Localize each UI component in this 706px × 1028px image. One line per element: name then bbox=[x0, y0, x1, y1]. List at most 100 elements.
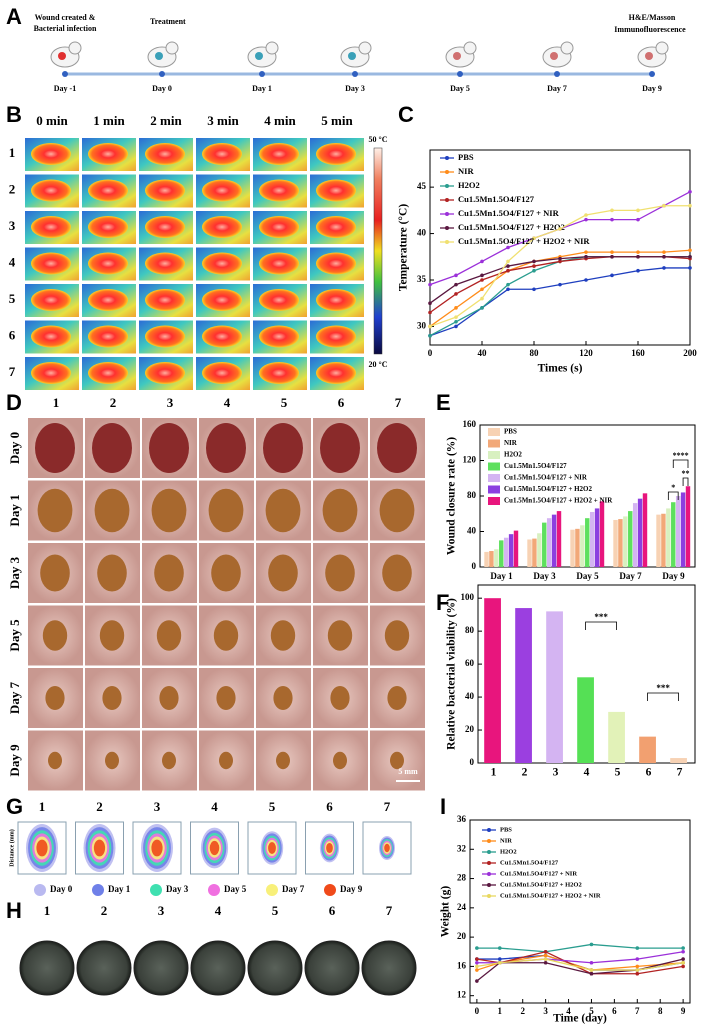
bar bbox=[508, 534, 514, 567]
x-axis-label: Times (s) bbox=[538, 363, 583, 375]
column-header: 7 bbox=[386, 903, 393, 918]
x-tick-label: 1 bbox=[498, 1006, 503, 1016]
y-tick-label: 40 bbox=[467, 526, 477, 536]
annotation: **** bbox=[673, 451, 689, 460]
data-point bbox=[688, 203, 692, 208]
plot-frame bbox=[469, 819, 691, 1004]
bar bbox=[484, 551, 489, 567]
legend-marker bbox=[445, 184, 449, 188]
thermal-hotspot bbox=[88, 179, 128, 202]
x-tick-label: 6 bbox=[646, 767, 652, 779]
data-point bbox=[532, 236, 536, 241]
significance-bracket bbox=[667, 491, 679, 500]
timeline-dot bbox=[554, 71, 560, 77]
y-tick-label: 160 bbox=[463, 419, 477, 429]
significance-bracket bbox=[585, 621, 617, 630]
data-point bbox=[610, 254, 614, 259]
timeline-dot bbox=[62, 71, 68, 77]
legend-label: NIR bbox=[458, 166, 474, 176]
data-point bbox=[610, 217, 614, 222]
legend-marker bbox=[487, 894, 491, 898]
column-header: 3 bbox=[154, 799, 161, 814]
thermal-hotspot bbox=[259, 179, 299, 202]
legend-label: Cu1.5Mn1.5O4/F127 + H2O2 bbox=[458, 222, 565, 232]
data-point bbox=[506, 282, 510, 287]
thermal-hotspot bbox=[259, 143, 299, 165]
legend-label: Cu1.5Mn1.5O4/F127 + H2O2 + NIR bbox=[504, 497, 613, 505]
thermal-hotspot bbox=[88, 252, 128, 275]
data-point bbox=[681, 949, 685, 954]
y-tick-label: 45 bbox=[417, 181, 427, 191]
y-tick-label: 35 bbox=[417, 274, 427, 284]
bar bbox=[489, 551, 494, 567]
data-point bbox=[584, 217, 588, 222]
data-point bbox=[681, 957, 685, 961]
wound bbox=[48, 751, 62, 770]
legend-swatch bbox=[208, 884, 220, 896]
data-point bbox=[532, 287, 536, 292]
data-point bbox=[454, 324, 458, 329]
data-point bbox=[635, 971, 640, 976]
row-label: Day 9 bbox=[7, 744, 22, 777]
x-tick-label: 40 bbox=[478, 348, 488, 358]
x-tick-label: 1 bbox=[491, 767, 497, 779]
row-label: 6 bbox=[9, 327, 16, 342]
wound-trace bbox=[326, 842, 333, 854]
wound bbox=[206, 423, 246, 473]
wound bbox=[219, 751, 233, 770]
data-point bbox=[610, 208, 614, 213]
wound-spot bbox=[348, 52, 356, 60]
thermal-hotspot bbox=[259, 252, 299, 275]
legend-swatch bbox=[488, 428, 500, 436]
day-label: Day 5 bbox=[450, 84, 470, 93]
bar bbox=[599, 501, 605, 567]
thermal-hotspot bbox=[316, 289, 356, 311]
data-point bbox=[543, 953, 548, 958]
row-label: 2 bbox=[9, 181, 16, 196]
y-tick-label: 0 bbox=[470, 757, 475, 767]
panel-label: I bbox=[440, 794, 446, 819]
wound bbox=[99, 620, 125, 651]
plot-frame bbox=[429, 149, 691, 346]
legend-label: H2O2 bbox=[504, 451, 522, 459]
legend-label: H2O2 bbox=[500, 848, 517, 855]
bar bbox=[671, 502, 676, 567]
x-tick-label: 160 bbox=[631, 348, 645, 358]
legend-marker bbox=[487, 850, 491, 854]
mouse-head bbox=[358, 41, 372, 55]
data-point bbox=[506, 245, 510, 250]
legend-marker bbox=[445, 156, 449, 160]
thermal-hotspot bbox=[202, 362, 242, 384]
wound bbox=[270, 620, 296, 651]
data-point bbox=[480, 259, 484, 264]
row-label: Day 7 bbox=[7, 681, 22, 714]
wound bbox=[330, 686, 350, 710]
row-label: Day 3 bbox=[7, 556, 22, 589]
bar bbox=[542, 522, 547, 567]
legend-swatch bbox=[324, 884, 336, 896]
column-header: 2 bbox=[101, 903, 108, 918]
wound bbox=[92, 423, 132, 473]
legend-marker bbox=[445, 212, 449, 216]
thermal-hotspot bbox=[31, 325, 71, 348]
day-label: Day 7 bbox=[547, 84, 567, 93]
legend-label: Cu1.5Mn1.5O4/F127 bbox=[500, 859, 559, 866]
data-point bbox=[589, 971, 594, 976]
wound bbox=[213, 620, 239, 651]
column-header: 2 bbox=[110, 395, 117, 410]
bar bbox=[618, 519, 623, 567]
timeline-note: H&E/Masson bbox=[629, 13, 676, 22]
wound bbox=[149, 423, 189, 473]
legend-label: Day 3 bbox=[166, 884, 189, 894]
bar bbox=[580, 525, 585, 567]
wound bbox=[268, 554, 298, 592]
wound bbox=[265, 488, 301, 533]
thermal-hotspot bbox=[316, 216, 356, 238]
data-point bbox=[532, 268, 536, 273]
column-header: 3 bbox=[158, 903, 165, 918]
y-axis-label: Distance (mm) bbox=[8, 829, 15, 867]
data-point bbox=[475, 946, 479, 950]
legend-label: PBS bbox=[500, 826, 512, 833]
thermal-hotspot bbox=[259, 362, 299, 384]
y-tick-label: 32 bbox=[457, 843, 467, 853]
